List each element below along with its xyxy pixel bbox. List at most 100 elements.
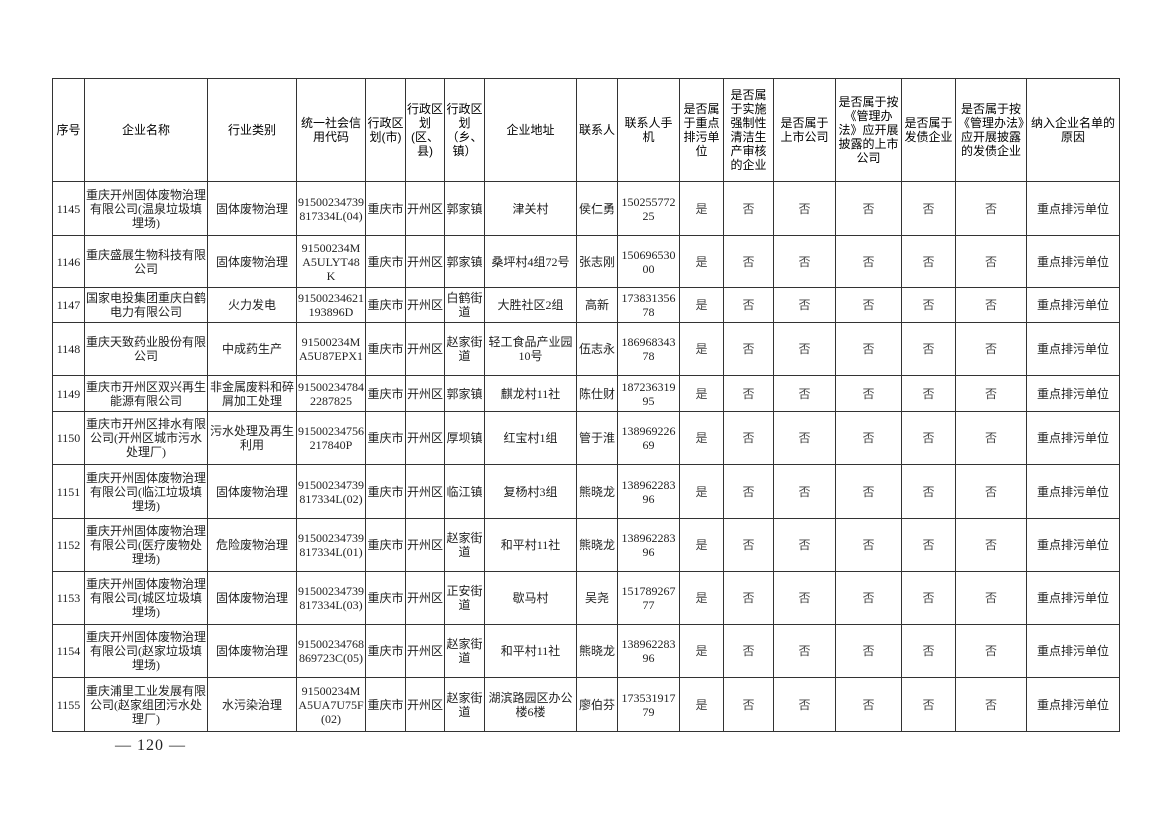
column-header: 企业名称 bbox=[84, 78, 208, 182]
table-cell: 桑坪村4组72号 bbox=[484, 235, 577, 288]
table-cell: 否 bbox=[901, 411, 956, 465]
table-cell: 13896922669 bbox=[617, 411, 680, 465]
table-cell: 1149 bbox=[52, 375, 85, 412]
table-cell: 重庆开州固体废物治理有限公司(临江垃圾填埋场) bbox=[84, 464, 208, 519]
table-cell: 否 bbox=[835, 181, 902, 236]
table-cell: 否 bbox=[835, 677, 902, 732]
table-cell: 否 bbox=[955, 464, 1027, 519]
table-cell: 15069653000 bbox=[617, 235, 680, 288]
table-cell: 固体废物治理 bbox=[207, 571, 297, 625]
table-cell: 重庆市 bbox=[365, 375, 406, 412]
table-cell: 91500234739817334L(01) bbox=[296, 518, 366, 572]
table-cell: 赵家街道 bbox=[444, 624, 485, 678]
table-cell: 歇马村 bbox=[484, 571, 577, 625]
table-cell: 重庆市开州区双兴再生能源有限公司 bbox=[84, 375, 208, 412]
table-cell: 否 bbox=[723, 624, 774, 678]
table-cell: 是 bbox=[679, 624, 724, 678]
column-header: 行政区划(市) bbox=[365, 78, 406, 182]
table-cell: 否 bbox=[901, 624, 956, 678]
table-cell: 重点排污单位 bbox=[1026, 322, 1120, 376]
table-cell: 否 bbox=[901, 235, 956, 288]
table-cell: 重庆市 bbox=[365, 677, 406, 732]
table-cell: 否 bbox=[723, 287, 774, 323]
table-cell: 危险废物治理 bbox=[207, 518, 297, 572]
table-cell: 津关村 bbox=[484, 181, 577, 236]
table-cell: 轻工食品产业园10号 bbox=[484, 322, 577, 376]
table-cell: 吴尧 bbox=[576, 571, 618, 625]
table-cell: 重点排污单位 bbox=[1026, 518, 1120, 572]
table-cell: 重庆市 bbox=[365, 322, 406, 376]
table-row: 1148 重庆天致药业股份有限公司 中成药生产 91500234MA5U87EPX1 重… bbox=[52, 322, 1120, 376]
table-cell: 1148 bbox=[52, 322, 85, 376]
table-cell: 91500234739817334L(04) bbox=[296, 181, 366, 236]
table-cell: 重庆市 bbox=[365, 181, 406, 236]
table-cell: 否 bbox=[955, 624, 1027, 678]
table-cell: 否 bbox=[901, 181, 956, 236]
table-cell: 重庆天致药业股份有限公司 bbox=[84, 322, 208, 376]
table-cell: 91500234768869723C(05) bbox=[296, 624, 366, 678]
table-cell: 重点排污单位 bbox=[1026, 287, 1120, 323]
table-cell: 重庆开州固体废物治理有限公司(医疗废物处理场) bbox=[84, 518, 208, 572]
table-cell: 熊晓龙 bbox=[576, 518, 618, 572]
column-header: 是否属于重点排污单位 bbox=[679, 78, 724, 182]
table-cell: 1153 bbox=[52, 571, 85, 625]
table-cell: 91500234MA5U87EPX1 bbox=[296, 322, 366, 376]
table-cell: 否 bbox=[955, 677, 1027, 732]
table-cell: 熊晓龙 bbox=[576, 624, 618, 678]
table-cell: 重庆市开州区排水有限公司(开州区城市污水处理厂) bbox=[84, 411, 208, 465]
column-header: 是否属于按《管理办法》应开展披露的上市公司 bbox=[835, 78, 902, 182]
table-cell: 13896228396 bbox=[617, 518, 680, 572]
table-cell: 开州区 bbox=[405, 411, 445, 465]
table-cell: 否 bbox=[723, 235, 774, 288]
table-cell: 开州区 bbox=[405, 375, 445, 412]
table-cell: 是 bbox=[679, 375, 724, 412]
table-cell: 重庆浦里工业发展有限公司(赵家组团污水处理厂) bbox=[84, 677, 208, 732]
table-cell: 非金属废料和碎屑加工处理 bbox=[207, 375, 297, 412]
table-cell: 赵家街道 bbox=[444, 518, 485, 572]
table-cell: 是 bbox=[679, 677, 724, 732]
table-row: 1150 重庆市开州区排水有限公司(开州区城市污水处理厂) 污水处理及再生利用 915… bbox=[52, 411, 1120, 465]
column-header: 企业地址 bbox=[484, 78, 577, 182]
table-cell: 开州区 bbox=[405, 624, 445, 678]
table-cell: 高新 bbox=[576, 287, 618, 323]
table-cell: 否 bbox=[835, 624, 902, 678]
table-cell: 91500234621193896D bbox=[296, 287, 366, 323]
column-header: 纳入企业名单的原因 bbox=[1026, 78, 1120, 182]
table-row: 1146 重庆盛展生物科技有限公司 固体废物治理 91500234MA5ULYT48K… bbox=[52, 235, 1120, 288]
table-cell: 否 bbox=[773, 677, 836, 732]
table-cell: 否 bbox=[723, 322, 774, 376]
table-cell: 重庆开州固体废物治理有限公司(城区垃圾填埋场) bbox=[84, 571, 208, 625]
table-cell: 否 bbox=[773, 518, 836, 572]
table-cell: 是 bbox=[679, 518, 724, 572]
table-cell: 否 bbox=[773, 375, 836, 412]
table-cell: 开州区 bbox=[405, 464, 445, 519]
table-cell: 否 bbox=[901, 677, 956, 732]
table-cell: 否 bbox=[901, 322, 956, 376]
table-cell: 是 bbox=[679, 235, 724, 288]
table-cell: 否 bbox=[835, 411, 902, 465]
table-cell: 17353191779 bbox=[617, 677, 680, 732]
document-page: 序号 企业名称 行业类别 统一社会信用代码 行政区划(市) 行政区划(区、县) 行政区划（乡… bbox=[52, 78, 1120, 732]
table-cell: 否 bbox=[955, 411, 1027, 465]
table-cell: 否 bbox=[723, 411, 774, 465]
table-cell: 否 bbox=[835, 518, 902, 572]
table-cell: 重庆开州固体废物治理有限公司(赵家垃圾填埋场) bbox=[84, 624, 208, 678]
table-cell: 否 bbox=[835, 322, 902, 376]
table-cell: 否 bbox=[835, 287, 902, 323]
table-cell: 郭家镇 bbox=[444, 375, 485, 412]
table-cell: 是 bbox=[679, 571, 724, 625]
table-cell: 麒龙村11社 bbox=[484, 375, 577, 412]
table-cell: 否 bbox=[723, 571, 774, 625]
table-cell: 否 bbox=[723, 375, 774, 412]
table-cell: 固体废物治理 bbox=[207, 235, 297, 288]
table-cell: 重点排污单位 bbox=[1026, 571, 1120, 625]
table-row: 1149 重庆市开州区双兴再生能源有限公司 非金属废料和碎屑加工处理 91500234… bbox=[52, 375, 1120, 412]
table-cell: 1145 bbox=[52, 181, 85, 236]
table-cell: 污水处理及再生利用 bbox=[207, 411, 297, 465]
table-cell: 开州区 bbox=[405, 235, 445, 288]
table-cell: 13896228396 bbox=[617, 624, 680, 678]
table-row: 1151 重庆开州固体废物治理有限公司(临江垃圾填埋场) 固体废物治理 9150023… bbox=[52, 464, 1120, 519]
table-cell: 张志刚 bbox=[576, 235, 618, 288]
table-cell: 开州区 bbox=[405, 518, 445, 572]
table-cell: 固体废物治理 bbox=[207, 624, 297, 678]
